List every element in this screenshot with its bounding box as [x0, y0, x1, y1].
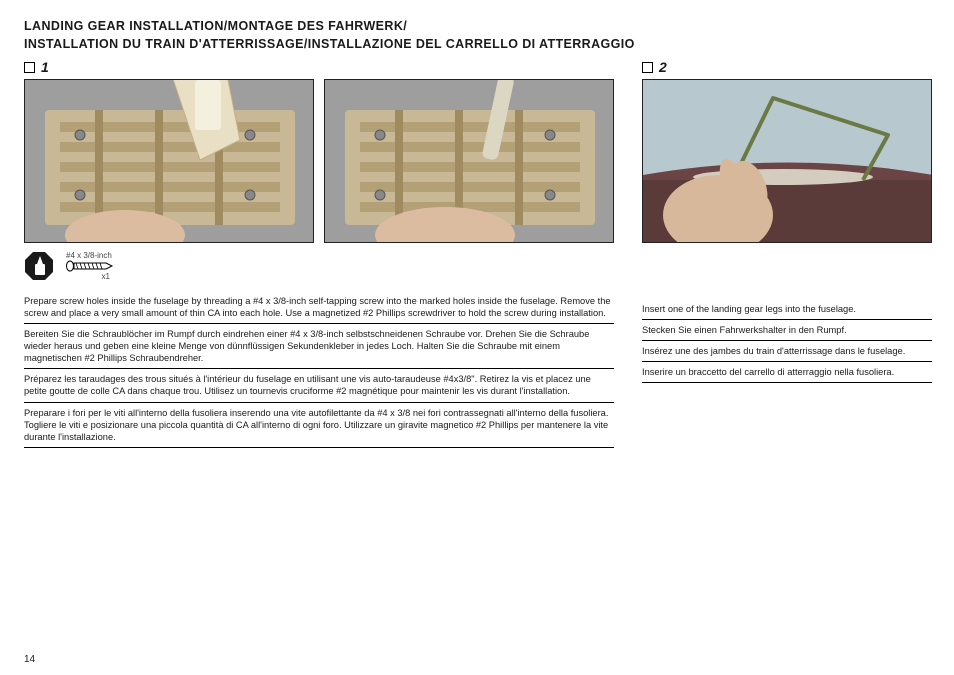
step-1-image-b [324, 79, 614, 243]
column-step-1: 1 [24, 59, 614, 448]
screw-qty: x1 [102, 272, 110, 281]
page-number: 14 [24, 654, 35, 665]
page-title: LANDING GEAR INSTALLATION/MONTAGE DES FA… [24, 18, 930, 53]
step-1-para-en: Prepare screw holes inside the fuselage … [24, 291, 614, 324]
screw-label: #4 x 3/8-inch [66, 251, 112, 260]
screw-icon [66, 260, 114, 272]
step-1-para-it: Preparare i fori per le viti all'interno… [24, 403, 614, 448]
step-1-parts: #4 x 3/8-inch x1 [24, 251, 614, 281]
screw-indicator: #4 x 3/8-inch x1 [66, 251, 114, 281]
title-line-2: INSTALLATION DU TRAIN D'ATTERRISSAGE/INS… [24, 36, 930, 54]
step-2-image [642, 79, 932, 243]
step-2-para-de: Stecken Sie einen Fahrwerkshalter in den… [642, 320, 932, 341]
glue-bottle-icon [24, 251, 54, 281]
step-2-header: 2 [642, 59, 932, 75]
step-1-para-de: Bereiten Sie die Schraublöcher im Rumpf … [24, 324, 614, 369]
step-1-header: 1 [24, 59, 614, 75]
step-2-number: 2 [659, 59, 667, 75]
step-2-para-en: Insert one of the landing gear legs into… [642, 299, 932, 320]
step-1-para-fr: Préparez les taraudages des trous situés… [24, 369, 614, 402]
step-1-number: 1 [41, 59, 49, 75]
checkbox-icon [642, 62, 653, 73]
checkbox-icon [24, 62, 35, 73]
column-step-2: 2 Insert one of the landing gear legs in… [642, 59, 932, 448]
step-1-images [24, 79, 614, 243]
step-2-para-it: Inserire un braccetto del carrello di at… [642, 362, 932, 383]
step-2-para-fr: Insérez une des jambes du train d'atterr… [642, 341, 932, 362]
title-line-1: LANDING GEAR INSTALLATION/MONTAGE DES FA… [24, 18, 930, 36]
content-columns: 1 [24, 59, 930, 448]
step-1-image-a [24, 79, 314, 243]
